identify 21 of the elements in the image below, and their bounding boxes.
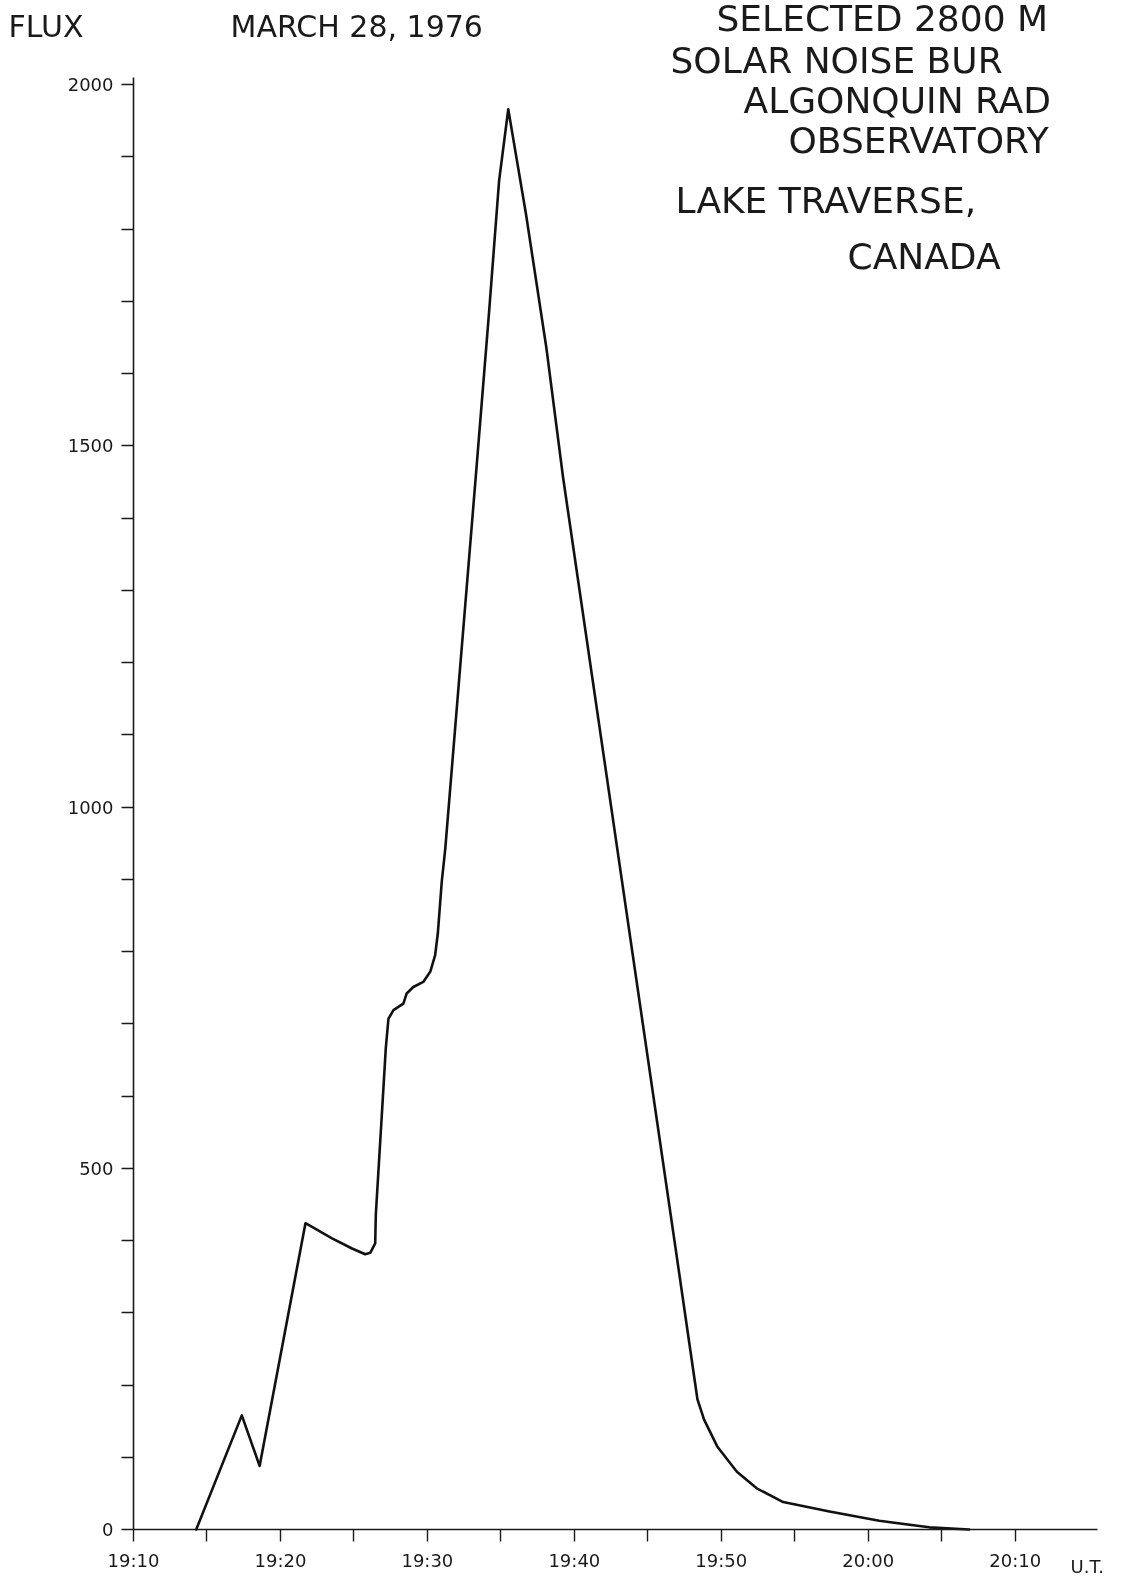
x-tick-label: 19:40 [548,1549,601,1571]
x-tick-label: 19:10 [107,1549,160,1571]
x-tick-label: 19:20 [254,1549,307,1571]
y-tick-label: 1500 [67,435,114,457]
x-tick-label: 19:30 [401,1549,454,1571]
y-tick-label: 0 [102,1519,114,1540]
x-tick-label: 20:00 [842,1549,895,1571]
annotation: ALGONQUIN RAD [743,80,1051,121]
y-axis-title: FLUX [8,9,84,44]
x-tick-label: 20:10 [989,1549,1042,1571]
text: SELECTED 2800 M [716,0,1049,39]
y-tick-label: 500 [79,1157,114,1179]
annotation: CANADA [847,236,1001,277]
annotation: LAKE TRAVERSE, [675,180,977,221]
y-tick-label: 2000 [67,74,114,96]
chart-title: MARCH 28, 1976 [230,9,483,44]
y-tick-label: 1000 [67,796,114,818]
annotation: OBSERVATORY [788,120,1050,161]
x-axis-title: U.T. [1070,1556,1104,1577]
x-tick-label: 19:50 [695,1549,748,1571]
annotation: SOLAR NOISE BUR [670,40,1003,81]
